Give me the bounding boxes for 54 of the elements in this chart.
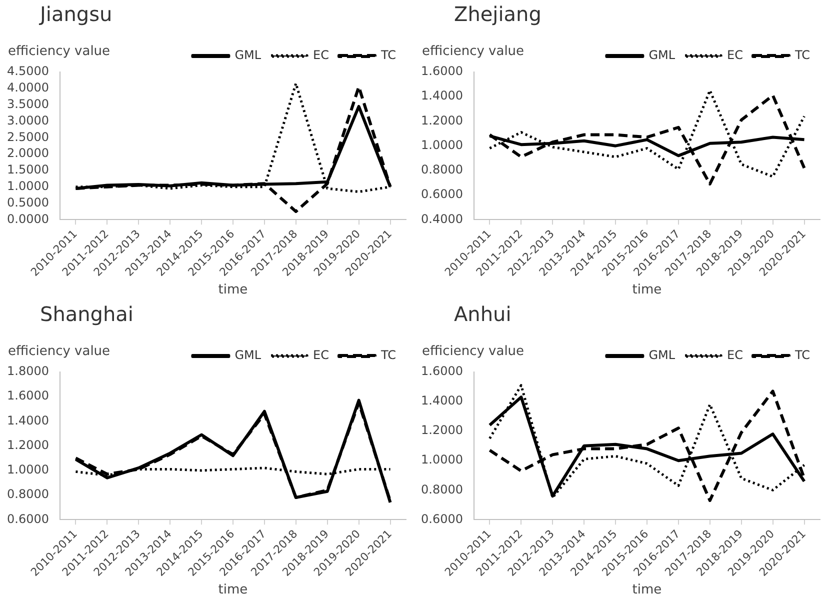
x-axis-title: time (218, 582, 248, 598)
y-tick-label: 1.0000 (420, 452, 463, 467)
y-tick-label: 0.0000 (6, 212, 49, 226)
legend-label: GML (648, 348, 676, 362)
legend-label: GML (234, 48, 262, 62)
y-tick-label: 0.6000 (6, 512, 49, 526)
legend-label: GML (648, 48, 676, 62)
legend-label: EC (727, 48, 743, 62)
y-tick-label: 1.6000 (420, 364, 463, 378)
y-tick-label: 1.0000 (6, 462, 49, 477)
y-tick-label: 1.6000 (6, 388, 49, 403)
y-tick-label: 0.8000 (420, 162, 463, 177)
y-axis-title: efficiency value (422, 344, 524, 359)
y-tick-label: 1.2000 (6, 438, 49, 452)
y-tick-label: 0.5000 (6, 195, 49, 210)
legend-label: GML (234, 348, 262, 362)
y-tick-label: 2.5000 (6, 130, 49, 144)
legend-label: TC (380, 348, 396, 362)
y-tick-label: 1.6000 (420, 64, 463, 78)
y-tick-label: 1.4000 (420, 394, 463, 408)
y-tick-label: 0.4000 (420, 212, 463, 226)
legend-label: EC (313, 348, 329, 362)
y-tick-label: 1.2000 (420, 113, 463, 128)
x-axis-title: time (632, 282, 662, 298)
chart-title: Zhejiang (454, 2, 542, 26)
y-tick-label: 1.2000 (420, 423, 463, 438)
chart-title: Jiangsu (40, 2, 112, 26)
y-tick-label: 1.4000 (6, 413, 49, 428)
y-tick-label: 4.5000 (6, 64, 49, 78)
legend-label: TC (794, 348, 810, 362)
y-tick-label: 1.8000 (6, 364, 49, 378)
y-tick-label: 1.5000 (6, 162, 49, 177)
y-tick-label: 0.6000 (420, 187, 463, 202)
y-tick-label: 3.5000 (6, 96, 49, 111)
y-axis-title: efficiency value (422, 44, 524, 59)
legend-label: TC (794, 48, 810, 62)
x-axis-title: time (218, 282, 248, 298)
y-tick-label: 0.8000 (6, 487, 49, 502)
legend-label: TC (380, 48, 396, 62)
y-tick-label: 1.0000 (6, 178, 49, 193)
y-tick-label: 4.0000 (6, 80, 49, 95)
y-tick-label: 3.0000 (6, 113, 49, 128)
y-tick-label: 0.6000 (420, 512, 463, 526)
y-axis-title: efficiency value (8, 44, 110, 59)
y-axis-title: efficiency value (8, 344, 110, 359)
x-axis-title: time (632, 582, 662, 598)
y-tick-label: 1.0000 (420, 138, 463, 152)
legend-label: EC (727, 348, 743, 362)
y-tick-label: 2.0000 (6, 146, 49, 160)
y-tick-label: 0.8000 (420, 482, 463, 496)
chart-title: Shanghai (40, 302, 134, 326)
legend-label: EC (313, 48, 329, 62)
chart-title: Anhui (454, 302, 512, 326)
y-tick-label: 1.4000 (420, 88, 463, 103)
